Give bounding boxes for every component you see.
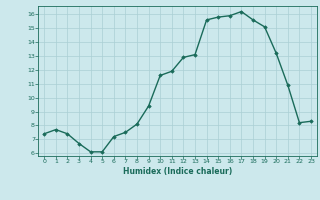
X-axis label: Humidex (Indice chaleur): Humidex (Indice chaleur) [123, 167, 232, 176]
